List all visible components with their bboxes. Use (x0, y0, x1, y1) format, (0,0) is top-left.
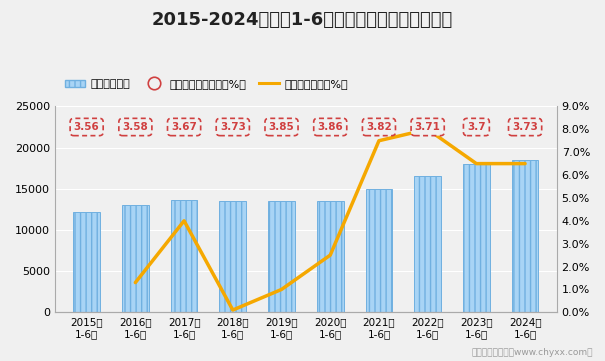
Bar (220, 201, 246, 312)
Bar (268, 201, 295, 312)
Bar (414, 175, 441, 312)
Text: 3.86: 3.86 (318, 122, 343, 132)
Bar (171, 200, 197, 312)
Bar (463, 164, 490, 312)
Text: 3.7: 3.7 (467, 122, 486, 132)
Bar (317, 201, 344, 312)
Bar (365, 189, 393, 312)
Bar (122, 205, 149, 312)
Text: 3.58: 3.58 (122, 122, 148, 132)
Text: 3.82: 3.82 (366, 122, 392, 132)
Text: 3.85: 3.85 (269, 122, 295, 132)
Text: 3.71: 3.71 (415, 122, 440, 132)
Text: 制图：智研咨询（www.chyxx.com）: 制图：智研咨询（www.chyxx.com） (471, 348, 593, 357)
Text: 3.56: 3.56 (74, 122, 100, 132)
Text: 3.73: 3.73 (512, 122, 538, 132)
Text: 3.67: 3.67 (171, 122, 197, 132)
Bar (512, 160, 538, 312)
Text: 3.73: 3.73 (220, 122, 246, 132)
Bar (73, 212, 100, 312)
Text: 2015-2024年各年1-6月四川省工业企业数统计图: 2015-2024年各年1-6月四川省工业企业数统计图 (152, 11, 453, 29)
Legend: 企业数（个）, 占全国企业数比重（%）, 企业同比增速（%）: 企业数（个）, 占全国企业数比重（%）, 企业同比增速（%） (60, 75, 353, 94)
